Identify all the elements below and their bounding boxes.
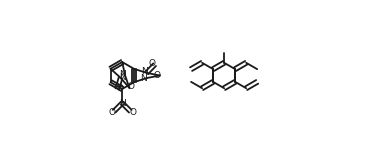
Text: O: O <box>149 59 156 68</box>
Text: N: N <box>119 99 126 108</box>
Text: O: O <box>129 108 136 117</box>
Text: O: O <box>116 84 123 93</box>
Text: O: O <box>108 108 115 117</box>
Text: N: N <box>119 70 126 79</box>
Text: N: N <box>141 67 147 77</box>
Text: O: O <box>154 71 161 80</box>
Text: O: O <box>128 82 135 91</box>
Text: N: N <box>141 74 147 83</box>
Text: N: N <box>119 72 126 82</box>
